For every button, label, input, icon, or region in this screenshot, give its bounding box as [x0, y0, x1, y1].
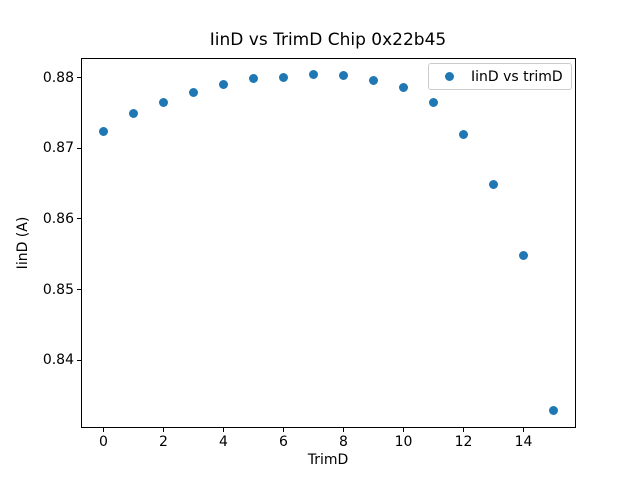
x-tick-label: 14	[514, 434, 533, 450]
data-point	[549, 405, 558, 415]
x-tick-label: 2	[159, 434, 168, 450]
data-point	[339, 71, 348, 81]
data-point	[99, 126, 108, 136]
data-point	[429, 97, 438, 107]
y-tick-mark	[77, 77, 81, 79]
data-point	[489, 179, 498, 189]
y-tick-mark	[77, 218, 81, 220]
x-axis-label: TrimD	[307, 452, 349, 468]
x-tick-mark	[463, 428, 464, 432]
data-point	[369, 76, 378, 86]
y-tick-mark	[77, 147, 81, 149]
x-tick-mark	[343, 428, 344, 432]
x-tick-label: 12	[454, 434, 473, 450]
x-tick-mark	[223, 428, 224, 432]
x-tick-mark	[403, 428, 404, 432]
x-tick-mark	[523, 428, 524, 432]
chart-title: IinD vs TrimD Chip 0x22b45	[209, 30, 447, 50]
y-tick-label: 0.88	[42, 69, 74, 86]
y-tick-label: 0.84	[42, 352, 74, 369]
legend-marker-icon	[445, 72, 454, 81]
data-point	[459, 129, 468, 139]
x-tick-label: 6	[279, 434, 288, 450]
x-tick-label: 8	[339, 434, 348, 450]
y-tick-label: 0.85	[42, 281, 74, 298]
x-tick-label: 10	[394, 434, 413, 450]
data-point	[249, 73, 258, 83]
x-tick-label: 0	[99, 434, 108, 450]
y-axis-label: IinD (A)	[15, 216, 31, 270]
data-point	[309, 70, 318, 80]
x-tick-mark	[103, 428, 104, 432]
x-tick-label: 4	[219, 434, 228, 450]
data-point	[519, 250, 528, 260]
legend-label: IinD vs trimD	[471, 68, 563, 85]
data-point	[129, 108, 138, 118]
data-point	[159, 97, 168, 107]
x-tick-mark	[163, 428, 164, 432]
y-tick-mark	[77, 289, 81, 291]
plot-area	[81, 58, 576, 428]
y-tick-label: 0.87	[42, 140, 74, 157]
y-tick-mark	[77, 359, 81, 361]
x-tick-mark	[283, 428, 284, 432]
data-point	[219, 80, 228, 90]
data-point	[189, 88, 198, 98]
data-point	[399, 83, 408, 93]
y-tick-label: 0.86	[42, 210, 74, 227]
legend: IinD vs trimD	[428, 63, 572, 90]
data-point	[279, 73, 288, 83]
